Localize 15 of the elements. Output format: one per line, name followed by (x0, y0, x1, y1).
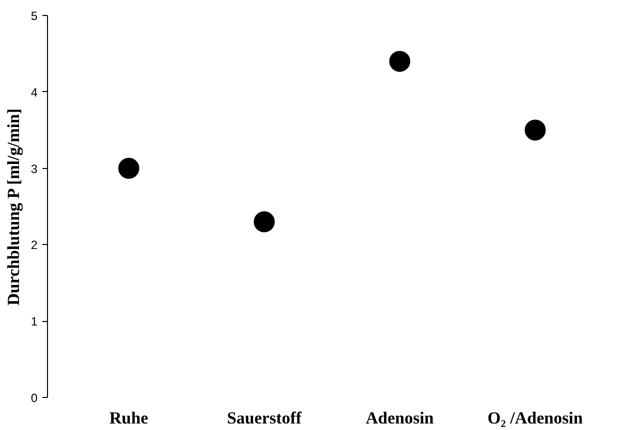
y-tick-label: 3 (30, 162, 38, 176)
y-tick-label: 0 (30, 391, 38, 405)
x-tick-label: O₂ /Adenosin (488, 408, 584, 428)
x-tick-label: Ruhe (109, 408, 149, 428)
point (389, 50, 410, 72)
point (254, 211, 275, 232)
point (118, 158, 140, 179)
y-tick-label: 4 (30, 85, 38, 100)
y-tick-label: 2 (30, 238, 38, 252)
point (524, 120, 546, 141)
x-tick-label: Adenosin (366, 408, 434, 428)
y-tick-label: 5 (30, 9, 38, 23)
y-axis-title: Durchblutung P [ml/g/min] (4, 108, 23, 306)
y-tick-label: 1 (30, 314, 38, 329)
x-tick-label: Sauerstoff (226, 408, 302, 428)
